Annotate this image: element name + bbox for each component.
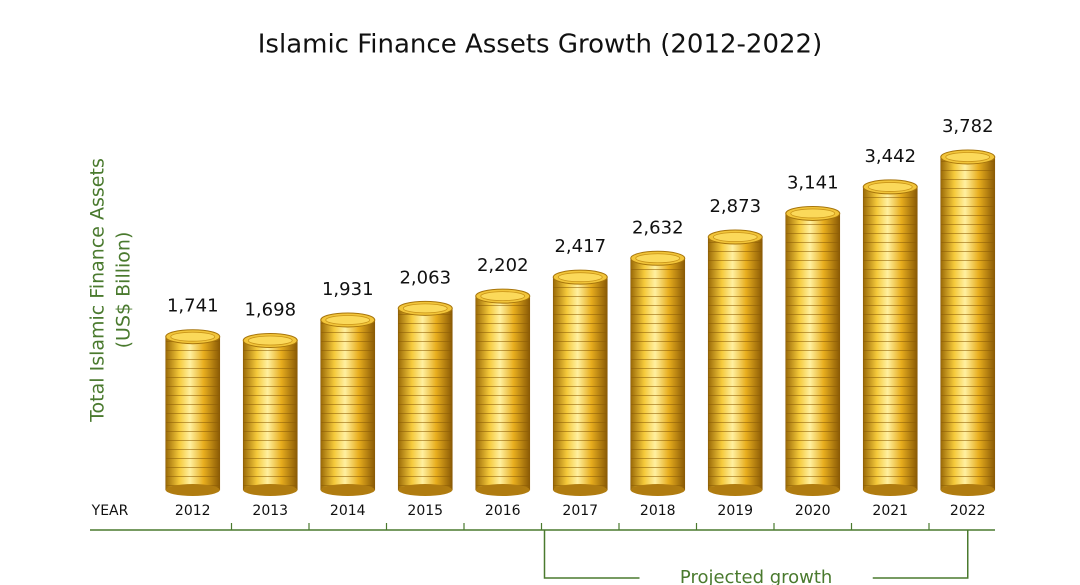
coin-top-inner xyxy=(170,331,216,342)
y-axis-label: (US$ Billion) xyxy=(113,232,135,349)
x-tick-label: 2014 xyxy=(330,503,366,519)
coin-bottom xyxy=(320,484,375,496)
x-tick-label: 2012 xyxy=(175,503,211,519)
coin-top-inner xyxy=(945,152,991,162)
coin-bottom xyxy=(785,484,840,496)
coin-top-inner xyxy=(247,335,293,346)
coin-bottom xyxy=(165,484,220,496)
coin-bottom xyxy=(553,484,608,496)
coin-bottom xyxy=(708,484,763,496)
chart-title: Islamic Finance Assets Growth (2012-2022… xyxy=(258,30,822,60)
annotation: Projected growth xyxy=(680,567,832,585)
coin-bottom xyxy=(630,484,685,496)
y-axis-label: Total Islamic Finance Assets xyxy=(87,158,109,423)
value-label: 2,873 xyxy=(709,196,761,217)
coin-top-inner xyxy=(712,232,758,242)
coin-top-inner xyxy=(867,182,913,192)
coin-bottom xyxy=(863,484,918,496)
x-tick-label: 2015 xyxy=(407,503,443,519)
annotation-bracket xyxy=(543,530,640,579)
coin-lines xyxy=(243,340,298,490)
value-label: 3,782 xyxy=(942,116,994,137)
coin-lines xyxy=(630,258,685,490)
x-tick-label: 2022 xyxy=(950,503,986,519)
value-label: 1,931 xyxy=(322,279,374,300)
value-label: 1,741 xyxy=(167,296,219,317)
x-axis-label: YEAR xyxy=(91,503,129,519)
coin-lines xyxy=(165,336,220,490)
coin-lines xyxy=(785,213,840,490)
coin-lines xyxy=(475,296,530,490)
coin-bottom xyxy=(398,484,453,496)
coin-bottom xyxy=(243,484,298,496)
value-label: 2,632 xyxy=(632,217,684,238)
value-label: 2,417 xyxy=(554,236,606,257)
coin-top-inner xyxy=(557,272,603,283)
value-label: 1,698 xyxy=(244,299,296,320)
coin-bottom xyxy=(475,484,530,496)
coin-top-inner xyxy=(480,291,526,302)
value-label: 2,063 xyxy=(399,267,451,288)
coin-lines xyxy=(320,319,375,490)
coin-top-inner xyxy=(325,315,371,325)
coin-lines xyxy=(940,157,995,490)
coin-lines xyxy=(553,277,608,490)
x-tick-label: 2016 xyxy=(485,503,521,519)
coin-top-inner xyxy=(635,253,681,264)
x-tick-label: 2019 xyxy=(717,503,753,519)
x-tick-label: 2020 xyxy=(795,503,831,519)
annotation-bracket xyxy=(872,530,969,579)
x-tick-label: 2021 xyxy=(872,503,908,519)
coin-top-inner xyxy=(790,208,836,219)
coin-lines xyxy=(398,308,453,490)
value-label: 2,202 xyxy=(477,255,529,276)
x-tick-label: 2018 xyxy=(640,503,676,519)
coin-lines xyxy=(863,186,918,491)
value-label: 3,141 xyxy=(787,172,839,193)
coin-lines xyxy=(708,237,763,490)
coin-bottom xyxy=(940,484,995,496)
x-tick-label: 2013 xyxy=(252,503,288,519)
x-tick-label: 2017 xyxy=(562,503,598,519)
coin-top-inner xyxy=(402,303,448,314)
value-label: 3,442 xyxy=(864,146,916,167)
